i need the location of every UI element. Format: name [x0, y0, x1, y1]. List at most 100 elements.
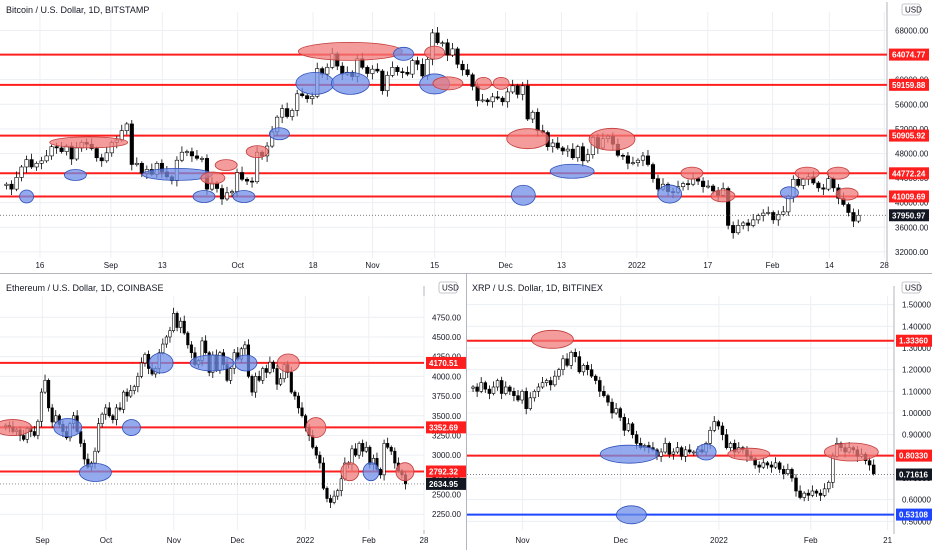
btc-candle-body: [821, 187, 826, 190]
eth-candle-body: [382, 443, 386, 476]
eth-zone-marker: [234, 354, 258, 372]
eth-candle-body: [229, 368, 233, 381]
btc-candle-body: [440, 42, 445, 45]
btc-candle-body: [655, 178, 661, 190]
btc-candle-body: [706, 185, 711, 188]
eth-candle-body: [339, 478, 343, 491]
eth-candle-body: [104, 407, 108, 415]
btc-candle-body: [239, 172, 245, 180]
btc-candle-body: [630, 162, 635, 164]
btc-candle-body: [736, 225, 741, 234]
xrp-candle-body: [544, 380, 549, 383]
eth-candle-body: [122, 391, 126, 410]
btc-x-tick-label: Feb: [766, 261, 780, 270]
btc-candle-body: [54, 146, 59, 149]
xrp-candle-body: [475, 386, 479, 392]
btc-x-tick-label: 13: [557, 261, 566, 270]
eth-currency-badge[interactable]: USD: [438, 281, 459, 294]
btc-x-tick-label: Dec: [498, 261, 512, 270]
btc-currency-badge[interactable]: USD: [901, 3, 922, 16]
btc-zone-marker: [826, 166, 850, 180]
xrp-candle-body: [532, 391, 537, 399]
btc-level-price-tag: [889, 48, 929, 61]
btc-chart-panel[interactable]: 68000.0064000.0060000.0056000.0052000.00…: [0, 2, 929, 270]
eth-candle-body: [32, 431, 36, 436]
btc-candle-body: [731, 225, 736, 234]
xrp-candle-body: [483, 382, 488, 390]
btc-candle-body: [560, 147, 565, 152]
btc-candle-body: [34, 162, 39, 168]
btc-candle-body: [485, 99, 490, 103]
btc-candle-body: [224, 192, 230, 200]
btc-candle-body: [776, 214, 781, 221]
xrp-candle-body: [634, 434, 639, 444]
btc-candle-body: [816, 182, 821, 189]
xrp-x-tick-label: Dec: [614, 536, 628, 545]
btc-candle-body: [746, 222, 751, 226]
btc-candle-body: [310, 95, 315, 100]
xrp-candle-body: [790, 469, 794, 479]
btc-zone-marker: [232, 190, 256, 203]
btc-candle-body: [686, 183, 691, 185]
btc-candle-body: [570, 148, 575, 159]
eth-candle-body: [250, 376, 254, 393]
btc-candle-body: [470, 74, 475, 87]
btc-candle-body: [49, 146, 54, 157]
btc-x-tick-label: 14: [825, 261, 834, 270]
eth-zone-marker: [340, 462, 360, 482]
eth-candle-body: [378, 469, 383, 476]
xrp-currency-badge[interactable]: USD: [901, 281, 922, 294]
btc-candle-body: [194, 155, 199, 159]
btc-candle-body: [635, 159, 640, 163]
btc-zone-marker: [780, 186, 799, 200]
eth-candle-body: [43, 380, 47, 393]
xrp-candle-body: [773, 462, 778, 468]
xrp-candle-body: [798, 490, 802, 498]
btc-zone-marker: [680, 166, 704, 180]
eth-y-tick-label: 4000.00: [432, 372, 461, 381]
btc-candle-body: [179, 151, 184, 161]
xrp-zone-marker: [695, 443, 717, 461]
btc-y-tick-label: 48000.00: [895, 149, 929, 158]
xrp-candle-body: [618, 408, 622, 418]
btc-x-tick-label: 2022: [628, 261, 646, 270]
xrp-candle-body: [512, 391, 516, 396]
xrp-zone-marker: [531, 329, 574, 349]
xrp-candle-body: [675, 447, 680, 453]
xrp-y-tick-label: 1.20000: [902, 366, 931, 375]
eth-x-tick-label: Feb: [362, 536, 376, 545]
eth-zone-marker: [53, 418, 83, 437]
eth-candle-body: [353, 448, 358, 456]
eth-candle-body: [386, 443, 390, 448]
btc-candle-body: [295, 93, 300, 111]
eth-candle-body: [336, 490, 340, 497]
xrp-candle-body: [602, 391, 606, 396]
xrp-candle-body: [528, 397, 533, 409]
eth-candle-body: [36, 420, 40, 436]
xrp-candle-body: [471, 386, 475, 389]
eth-zone-marker: [395, 462, 415, 482]
xrp-candle-body: [708, 430, 712, 444]
eth-level-price-tag: [426, 465, 466, 478]
btc-y-tick-label: 32000.00: [895, 248, 929, 257]
btc-candle-body: [189, 151, 194, 157]
eth-chart-panel[interactable]: 4750.004500.004250.004000.003750.003500.…: [0, 286, 466, 545]
btc-candle-body: [585, 154, 590, 162]
btc-zone-marker: [297, 41, 403, 61]
xrp-chart-panel[interactable]: 1.50000 1.40000 1.30000 1.20000 1.10000 1.000…: [467, 286, 932, 545]
btc-x-tick-label: 15: [430, 261, 439, 270]
eth-candle-body: [329, 498, 333, 503]
btc-level-price-tag: [889, 167, 929, 180]
eth-candle-body: [314, 446, 318, 456]
btc-candle-body: [450, 48, 455, 56]
btc-candle-body: [766, 212, 771, 214]
eth-candle-body: [139, 362, 143, 377]
xrp-x-tick-label: 21: [883, 536, 892, 545]
eth-candle-body: [325, 487, 329, 499]
eth-level-price-label: 3352.69: [429, 423, 458, 432]
xrp-level-price-tag: [896, 334, 932, 347]
btc-candle-body: [365, 67, 370, 74]
btc-candle-body: [29, 159, 34, 168]
btc-candle-body: [39, 160, 44, 164]
btc-candle-body: [510, 85, 515, 93]
